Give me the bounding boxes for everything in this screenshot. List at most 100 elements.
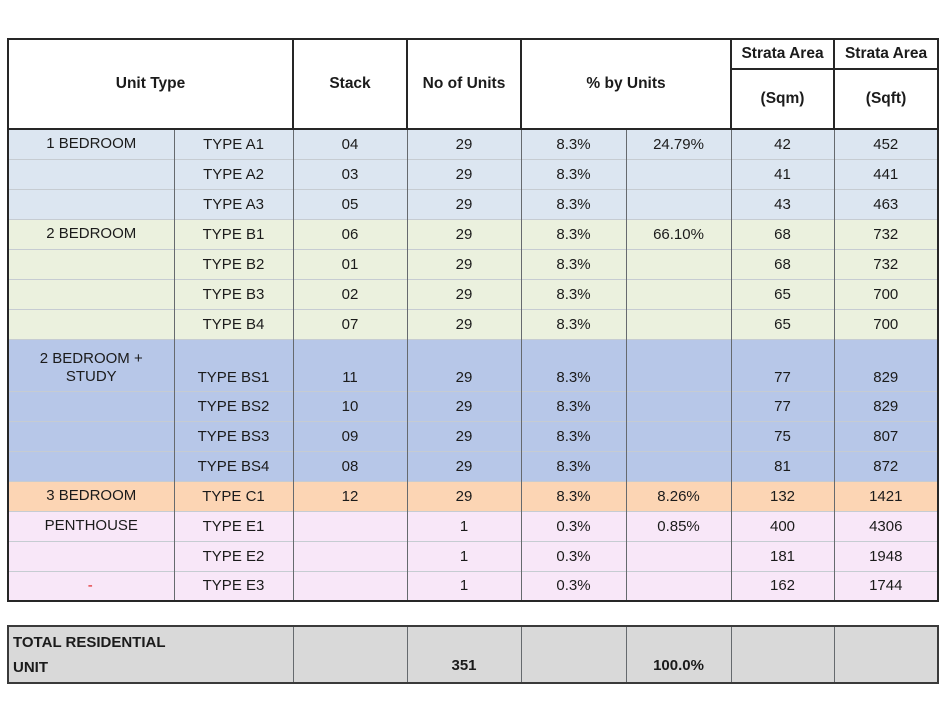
table-row: TYPE B4 07 29 8.3% 65 700 <box>8 308 939 339</box>
table-row: TYPE B3 02 29 8.3% 65 700 <box>8 278 939 309</box>
cell-pct: 8.3% <box>520 188 626 219</box>
cell-pct: 8.3% <box>520 450 626 481</box>
cell-units: 29 <box>406 128 521 159</box>
cell-type: TYPE A1 <box>173 128 293 159</box>
cell-stack: 09 <box>292 420 407 451</box>
cell-pct: 8.3% <box>520 420 626 451</box>
cell-sqft: 732 <box>833 248 939 279</box>
cell-stack: 11 <box>292 338 407 391</box>
cell-group-pct: 66.10% <box>625 218 732 249</box>
cell-category <box>8 188 174 219</box>
cell-type: TYPE BS2 <box>173 390 293 421</box>
cell-pct: 8.3% <box>520 218 626 249</box>
cell-group-pct <box>625 188 732 219</box>
cell-pct: 8.3% <box>520 158 626 189</box>
cell-type: TYPE BS3 <box>173 420 293 451</box>
cell-group-pct <box>625 570 732 601</box>
header-pct-by-units: % by Units <box>519 38 733 130</box>
cell-units: 29 <box>406 218 521 249</box>
table-row: 1 BEDROOM TYPE A1 04 29 8.3% 24.79% 42 452 <box>8 128 939 159</box>
cell-sqft: 829 <box>833 338 939 391</box>
cell-type: TYPE E2 <box>173 540 293 571</box>
cell-category: 2 BEDROOM <box>8 218 174 249</box>
cell-category: 2 BEDROOM + STUDY <box>8 338 174 391</box>
cell-group-pct <box>625 420 732 451</box>
cell-category: 1 BEDROOM <box>8 128 174 159</box>
cell-pct: 8.3% <box>520 128 626 159</box>
cell-units: 29 <box>406 338 521 391</box>
cell-stack: 05 <box>292 188 407 219</box>
cell-sqft: 1421 <box>833 480 939 511</box>
table-row: - TYPE E3 1 0.3% 162 1744 <box>8 570 939 601</box>
cell-type: TYPE B3 <box>173 278 293 309</box>
table-row: TYPE BS2 10 29 8.3% 77 829 <box>8 390 939 421</box>
cell-pct: 8.3% <box>520 480 626 511</box>
cell-group-pct <box>625 390 732 421</box>
header-unit-type: Unit Type <box>7 38 294 130</box>
cell-sqft: 700 <box>833 278 939 309</box>
cell-units: 1 <box>406 570 521 601</box>
cell-stack: 12 <box>292 480 407 511</box>
cell-stack: 04 <box>292 128 407 159</box>
cell-category: 3 BEDROOM <box>8 480 174 511</box>
cell-category <box>8 420 174 451</box>
cell-type: TYPE A2 <box>173 158 293 189</box>
cell-sqm: 77 <box>730 338 835 391</box>
cell-sqm: 81 <box>730 450 835 481</box>
cell-stack: 08 <box>292 450 407 481</box>
cell-units: 29 <box>406 308 521 339</box>
cell-group-pct <box>625 248 732 279</box>
cell-sqft: 441 <box>833 158 939 189</box>
cell-group-pct: 0.85% <box>625 510 732 541</box>
cell-group-pct <box>625 540 732 571</box>
total-sqft-cell <box>833 626 939 683</box>
cell-stack: 01 <box>292 248 407 279</box>
cell-sqm: 65 <box>730 308 835 339</box>
cell-sqm: 68 <box>730 248 835 279</box>
cell-sqm: 43 <box>730 188 835 219</box>
cell-sqft: 807 <box>833 420 939 451</box>
cell-pct: 8.3% <box>520 338 626 391</box>
cell-sqm: 42 <box>730 128 835 159</box>
total-row: TOTAL RESIDENTIAL UNIT 351 100.0% <box>8 626 939 683</box>
total-pct-spacer-cell <box>520 626 627 683</box>
cell-sqm: 181 <box>730 540 835 571</box>
cell-type: TYPE C1 <box>173 480 293 511</box>
table-row: 2 BEDROOM + STUDY TYPE BS1 11 29 8.3% 77 829 <box>8 338 939 391</box>
cell-sqm: 162 <box>730 570 835 601</box>
cell-stack: 03 <box>292 158 407 189</box>
cell-type: TYPE B2 <box>173 248 293 279</box>
cell-sqft: 700 <box>833 308 939 339</box>
cell-sqm: 400 <box>730 510 835 541</box>
cell-type: TYPE A3 <box>173 188 293 219</box>
cell-group-pct <box>625 158 732 189</box>
header-no-of-units: No of Units <box>406 38 522 130</box>
cell-stack: 07 <box>292 308 407 339</box>
header-strata-area-sqft-title: Strata Area <box>833 38 940 70</box>
cell-sqft: 452 <box>833 128 939 159</box>
table-row: TYPE E2 1 0.3% 181 1948 <box>8 540 939 571</box>
cell-sqft: 1948 <box>833 540 939 571</box>
cell-units: 1 <box>406 510 521 541</box>
cell-sqft: 732 <box>833 218 939 249</box>
cell-pct: 8.3% <box>520 248 626 279</box>
table-row: TYPE BS4 08 29 8.3% 81 872 <box>8 450 939 481</box>
cell-units: 29 <box>406 390 521 421</box>
cell-stack <box>292 570 407 601</box>
cell-group-pct <box>625 338 732 391</box>
cell-sqft: 463 <box>833 188 939 219</box>
cell-group-pct: 8.26% <box>625 480 732 511</box>
cell-sqm: 41 <box>730 158 835 189</box>
cell-category <box>8 308 174 339</box>
table-body: 1 BEDROOM TYPE A1 04 29 8.3% 24.79% 42 452 TYPE … <box>8 128 939 601</box>
table-row: PENTHOUSE TYPE E1 1 0.3% 0.85% 400 4306 <box>8 510 939 541</box>
cell-category: - <box>8 570 174 601</box>
cell-category <box>8 278 174 309</box>
cell-type: TYPE BS4 <box>173 450 293 481</box>
cell-stack <box>292 540 407 571</box>
cell-category: PENTHOUSE <box>8 510 174 541</box>
table-row: TYPE A3 05 29 8.3% 43 463 <box>8 188 939 219</box>
total-units: 351 <box>406 626 522 683</box>
cell-group-pct <box>625 308 732 339</box>
total-table: TOTAL RESIDENTIAL UNIT 351 100.0% <box>7 625 940 684</box>
